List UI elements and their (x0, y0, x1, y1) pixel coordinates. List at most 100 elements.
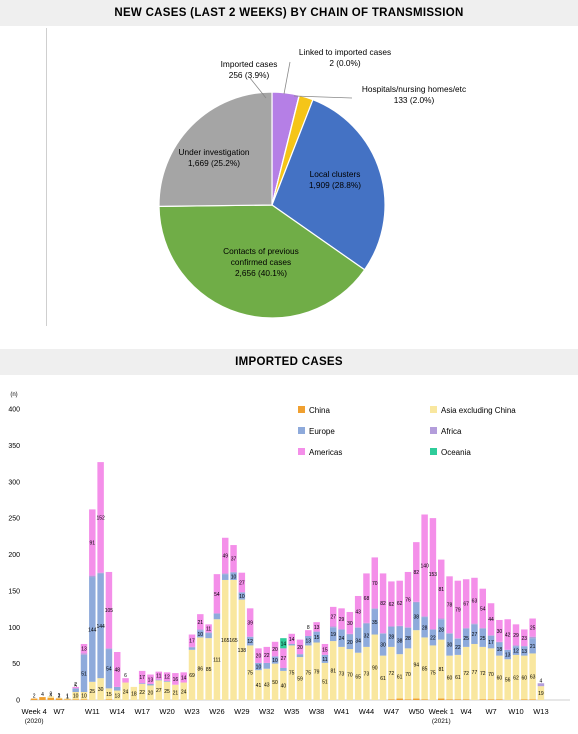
data-label: 8 (307, 625, 310, 631)
x-tick-label: W11 (85, 707, 100, 716)
data-label: 13 (114, 693, 120, 699)
data-label: 25 (530, 626, 536, 632)
data-label: 153 (429, 572, 438, 578)
x-tick-label: W13 (533, 707, 548, 716)
data-label: 24 (339, 636, 345, 642)
bar-segment (188, 649, 196, 700)
bar-segment (80, 699, 88, 700)
data-label: 11 (322, 657, 327, 663)
data-label: 61 (455, 675, 461, 681)
data-label: 2 (33, 694, 36, 700)
x-tick-label: W4 (461, 707, 472, 716)
bar-segment (230, 579, 237, 700)
data-label: 3 (49, 693, 52, 699)
bar-segment (487, 635, 495, 649)
bar-segment (105, 699, 113, 700)
data-label: 20 (297, 645, 303, 651)
bar-segment (205, 632, 212, 634)
data-label: 13 (306, 639, 312, 645)
data-label: 60 (522, 675, 528, 681)
data-label: 27 (239, 581, 245, 587)
data-label: 62 (397, 601, 403, 607)
legend-label: Asia excluding China (441, 406, 516, 415)
bar-segment (446, 655, 453, 700)
bar-segment (113, 690, 121, 700)
y-tick-label: 300 (8, 479, 20, 486)
x-tick-label: W7 (53, 707, 64, 716)
data-label: 28 (389, 635, 395, 641)
x-tick-sublabel: (2020) (25, 718, 44, 725)
bar-segment (55, 697, 63, 699)
bar-segment (388, 626, 395, 647)
bar-segment (64, 699, 71, 700)
bar-segment (271, 656, 279, 664)
bar-segment (72, 691, 79, 700)
data-label: 62 (389, 602, 395, 608)
data-label: 10 (198, 632, 204, 638)
bar-segment (113, 651, 121, 687)
data-label: 35 (372, 620, 378, 626)
bar-segment (462, 646, 470, 700)
bar-segment (288, 643, 295, 646)
data-label: 10 (231, 574, 237, 580)
bar-segment (346, 634, 354, 650)
bar-segment (413, 601, 420, 603)
x-tick-label: W7 (485, 707, 496, 716)
data-label: 14 (181, 675, 187, 681)
bar-segment (512, 654, 520, 700)
bar-segment (321, 662, 329, 700)
bar-segment (180, 682, 187, 700)
bar-segment (404, 627, 412, 649)
data-label: 61 (397, 674, 403, 680)
pie-label: 2 (0.0%) (329, 58, 361, 68)
data-label: 82 (380, 601, 386, 607)
data-label: 72 (463, 671, 469, 677)
data-label: 144 (96, 624, 105, 630)
data-label: 40 (281, 683, 287, 689)
bar-segment (305, 645, 312, 700)
bar-segment (371, 557, 379, 609)
pie-label: Under investigation (178, 147, 249, 157)
bar-segment (429, 645, 437, 700)
legend-swatch (430, 406, 437, 413)
data-label: 62 (513, 675, 519, 681)
x-tick-label: W41 (334, 707, 349, 716)
legend-swatch (430, 427, 437, 434)
data-label: 73 (339, 671, 345, 677)
pie-slice (158, 204, 366, 319)
bar-segment (238, 572, 246, 593)
bar-segment (105, 688, 113, 700)
x-tick-label: Week 1 (429, 707, 454, 716)
bar-segment (255, 670, 262, 700)
bar-segment (30, 698, 38, 700)
data-label: 27 (281, 656, 287, 662)
data-label: 23 (522, 636, 528, 642)
bar-segment (504, 659, 511, 700)
legend-swatch (298, 406, 305, 413)
bar-segment (163, 681, 171, 700)
data-label: 91 (90, 540, 96, 546)
data-label: 72 (389, 671, 395, 677)
data-label: 21 (173, 690, 179, 696)
x-tick-label: W44 (359, 707, 374, 716)
y-tick-label: 400 (8, 407, 20, 414)
bar-segment (521, 655, 528, 700)
bar-segment (288, 633, 295, 644)
bar-segment (113, 686, 121, 691)
bar-segment (462, 699, 470, 700)
data-label: 32 (364, 633, 370, 639)
bar-segment (529, 618, 536, 637)
bar-segment (487, 648, 495, 700)
data-label: 138 (238, 648, 247, 654)
bar-segment (479, 627, 487, 629)
bar-segment (529, 636, 536, 639)
data-label: 90 (372, 665, 378, 671)
bar-segment (305, 630, 312, 636)
bar-segment (271, 641, 279, 657)
legend-label: Africa (441, 427, 462, 436)
bar-segment (446, 633, 453, 656)
data-label: 22 (455, 645, 461, 651)
bar-segment (296, 657, 304, 700)
bar-segment (437, 559, 445, 619)
